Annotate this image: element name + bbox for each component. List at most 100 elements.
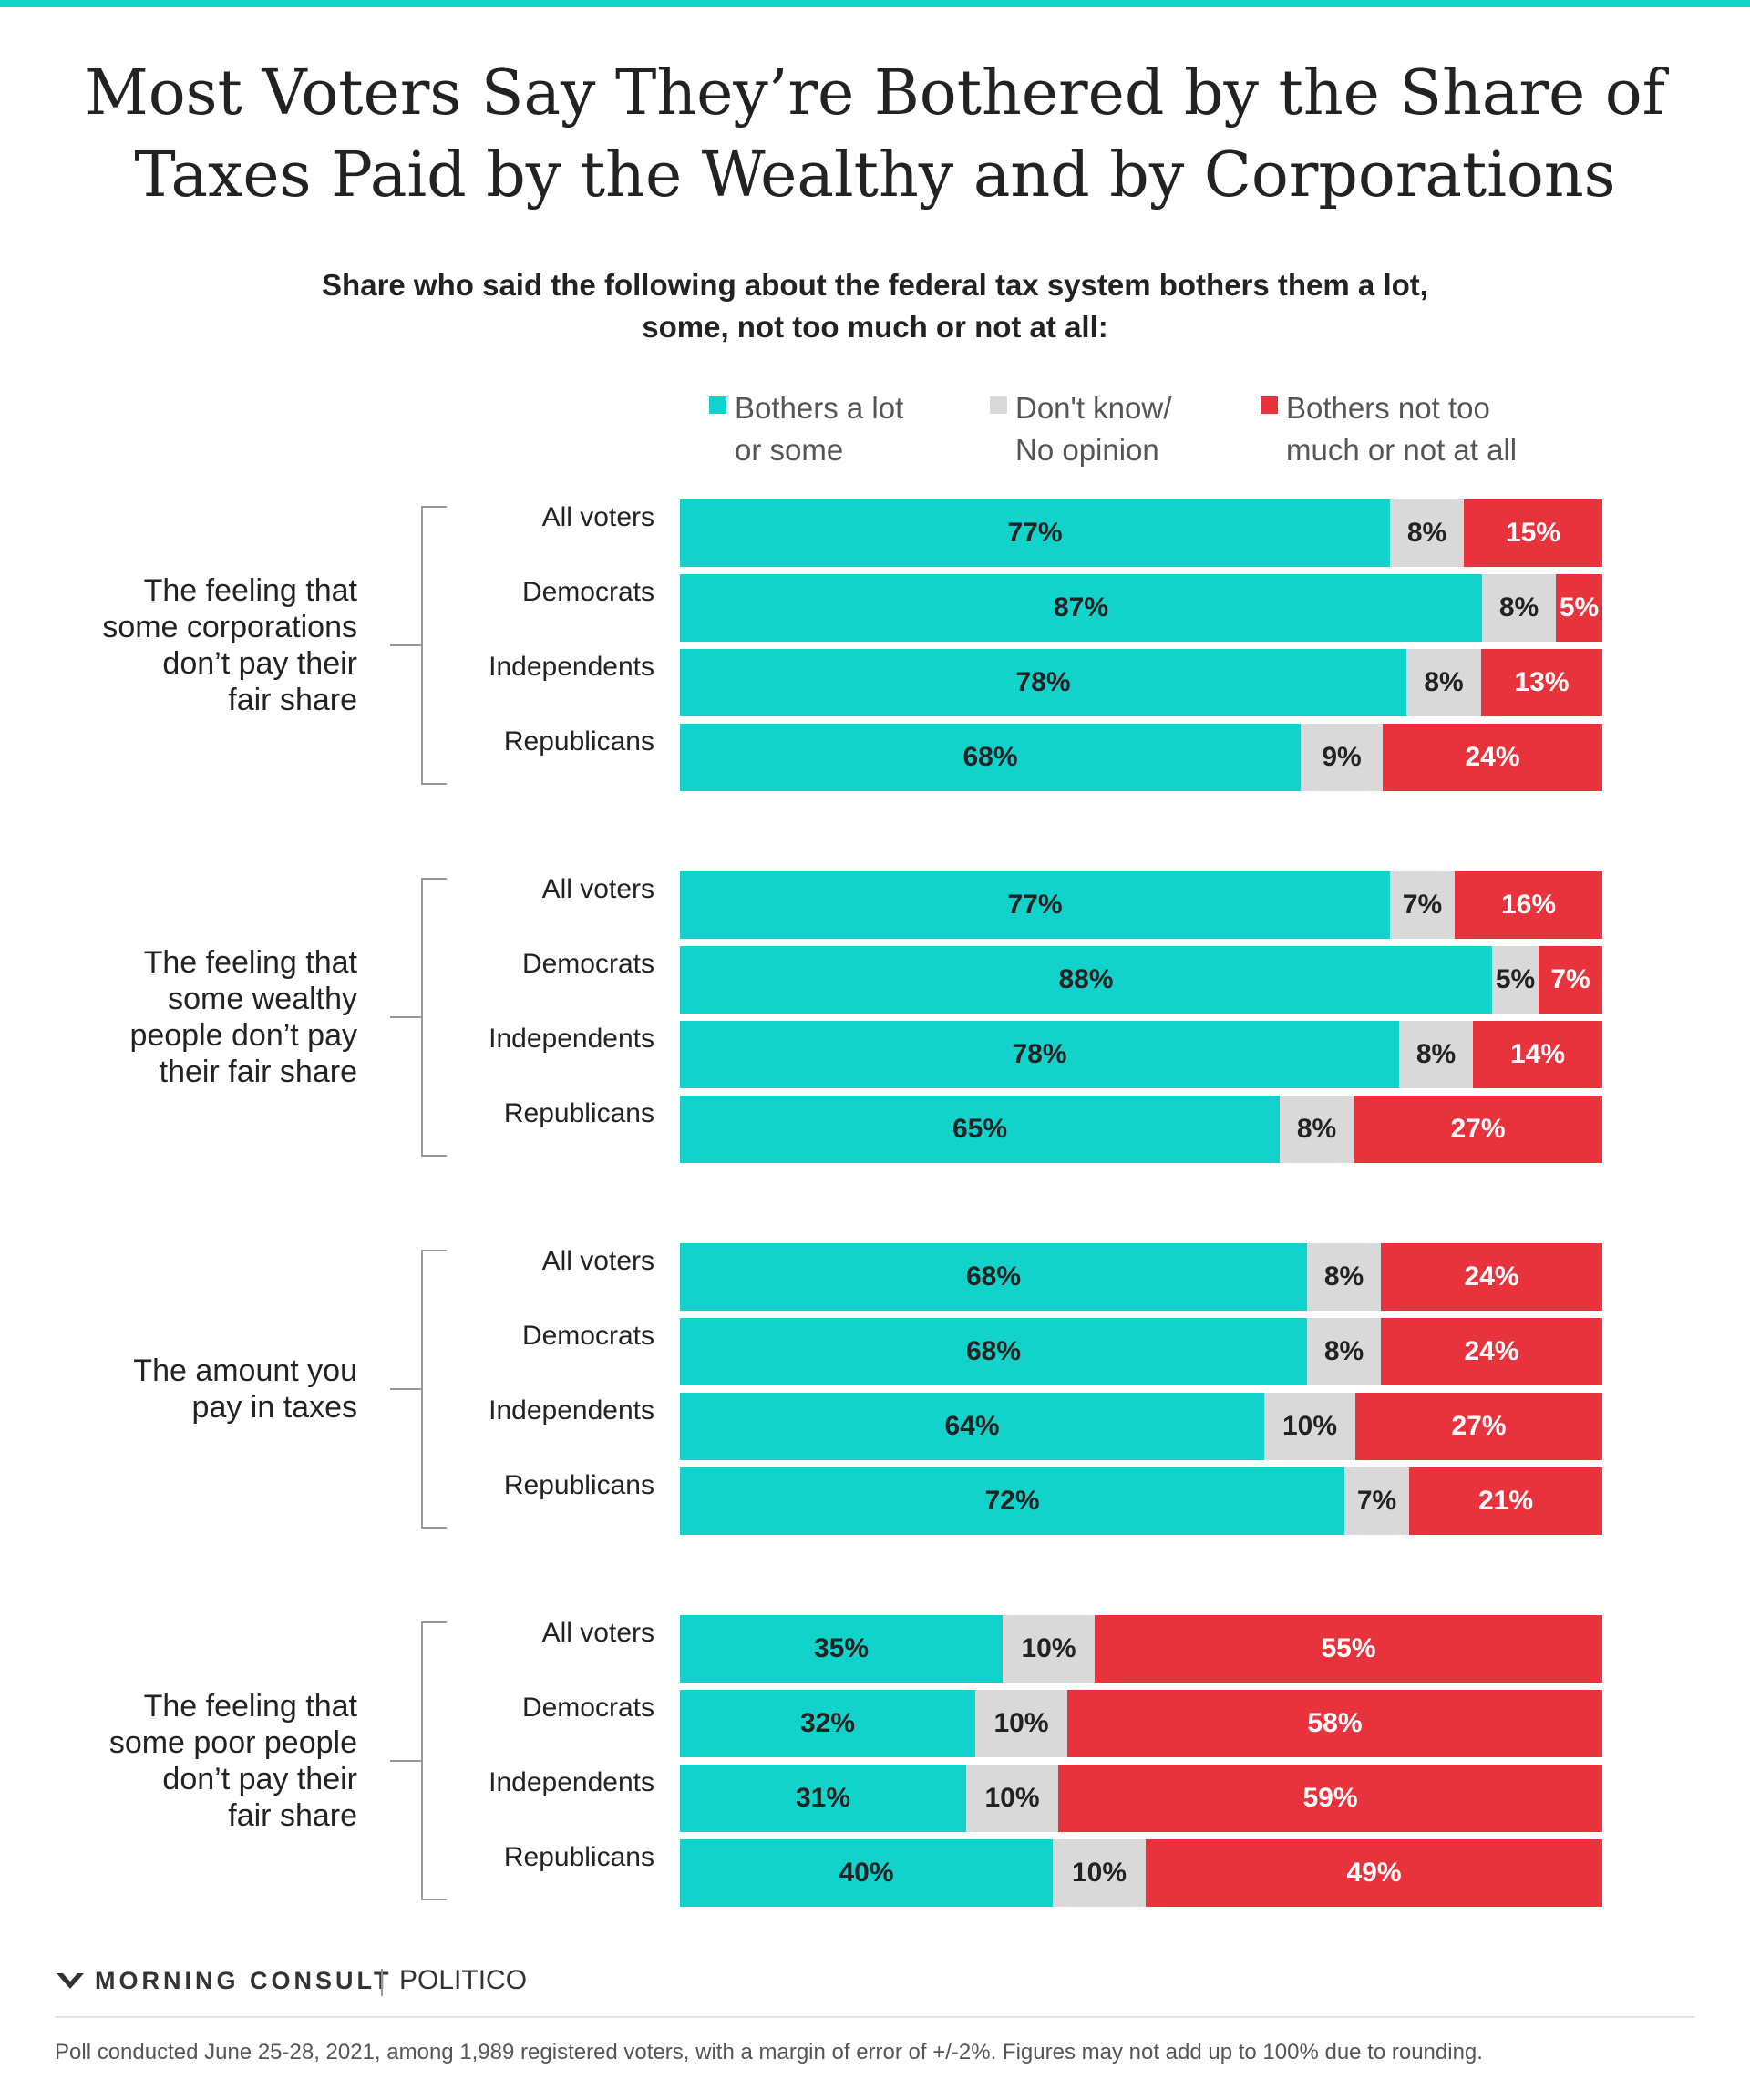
stacked-bar: 64% 10% 27% — [680, 1393, 1602, 1460]
data-label: 58% — [1307, 1708, 1363, 1738]
group-label-line: don’t pay their — [162, 646, 357, 681]
data-label: 64% — [944, 1411, 1000, 1441]
data-label: 68% — [965, 1261, 1022, 1292]
stacked-bar: 68% 9% 24% — [680, 724, 1602, 791]
bracket-line — [421, 783, 447, 785]
bar-segment-dont-know: 10% — [1264, 1393, 1355, 1460]
bar-segment-bothers: 68% — [680, 1318, 1307, 1385]
bracket-line — [421, 506, 447, 508]
group-label: The feeling that some poor people don’t pa… — [36, 1688, 357, 1834]
bracket-line — [390, 1760, 423, 1762]
row-label: All voters — [541, 502, 654, 532]
data-label: 21% — [1477, 1486, 1534, 1516]
bar-segment-bothers: 78% — [680, 649, 1406, 716]
bar-segment-dont-know: 8% — [1307, 1243, 1381, 1311]
bar-segment-dont-know: 10% — [975, 1690, 1067, 1757]
data-label: 24% — [1464, 1336, 1519, 1366]
legend-swatch-not-bothered — [1261, 396, 1278, 414]
row-label: Democrats — [521, 577, 654, 607]
bar-segment-dont-know: 8% — [1390, 499, 1464, 567]
stacked-bar: 68% 8% 24% — [680, 1318, 1602, 1385]
bracket-line — [421, 878, 447, 880]
bar-segment-bothers: 77% — [680, 499, 1390, 567]
data-label: 78% — [1015, 667, 1071, 697]
group-label-line: pay in taxes — [191, 1390, 357, 1425]
data-label: 10% — [1021, 1633, 1076, 1663]
row-label: Democrats — [521, 1693, 654, 1723]
chart-title-line-1: Most Voters Say They’re Bothered by the … — [85, 57, 1665, 129]
legend-label-bothers-line-1: Bothers a lot — [735, 391, 904, 425]
bar-segment-bothers: 40% — [680, 1839, 1053, 1907]
data-label: 8% — [1323, 1336, 1364, 1366]
data-label: 5% — [1559, 592, 1600, 623]
legend-swatch-bothers — [709, 396, 726, 414]
bar-segment-bothers: 35% — [680, 1615, 1003, 1683]
data-label: 27% — [1450, 1114, 1506, 1144]
bar-segment-not-bothered: 13% — [1481, 649, 1602, 716]
bracket-line — [390, 1016, 423, 1018]
bar-segment-not-bothered: 16% — [1455, 871, 1602, 939]
legend-label-dont-know-line-2: No opinion — [1015, 433, 1159, 467]
data-label: 8% — [1406, 518, 1447, 548]
data-label: 49% — [1346, 1858, 1402, 1888]
data-label: 59% — [1302, 1783, 1358, 1813]
data-label: 32% — [799, 1708, 856, 1738]
legend-label-dont-know: Don't know/ No opinion — [1015, 387, 1171, 471]
group-label: The amount you pay in taxes — [36, 1353, 357, 1426]
footnote: Poll conducted June 25-28, 2021, among 1… — [55, 2040, 1483, 2064]
data-label: 10% — [1282, 1411, 1338, 1441]
data-label: 10% — [993, 1708, 1049, 1738]
stacked-bar: 40% 10% 49% — [680, 1839, 1602, 1907]
data-label: 40% — [839, 1858, 894, 1888]
stacked-bar: 88% 5% 7% — [680, 946, 1602, 1014]
data-label: 10% — [984, 1783, 1040, 1813]
bar-segment-bothers: 31% — [680, 1765, 966, 1832]
data-label: 5% — [1495, 964, 1536, 994]
bracket-line — [421, 1621, 447, 1623]
data-label: 88% — [1058, 964, 1114, 994]
bar-segment-not-bothered: 27% — [1354, 1096, 1602, 1163]
group-bracket — [390, 878, 447, 1157]
group-label-line: The feeling that — [143, 573, 357, 608]
bar-segment-not-bothered: 24% — [1383, 724, 1602, 791]
bar-segment-not-bothered: 55% — [1095, 1615, 1602, 1683]
row-label: Republicans — [503, 1470, 654, 1500]
bar-segment-not-bothered: 49% — [1146, 1839, 1602, 1907]
legend-label-dont-know-line-1: Don't know/ — [1015, 391, 1172, 425]
data-label: 31% — [795, 1783, 851, 1813]
data-label: 16% — [1500, 890, 1557, 920]
bracket-line — [390, 1388, 423, 1390]
bar-segment-not-bothered: 58% — [1067, 1690, 1602, 1757]
data-label: 35% — [813, 1633, 870, 1663]
chart-title-line-2: Taxes Paid by the Wealthy and by Corpora… — [134, 139, 1616, 211]
data-label: 8% — [1296, 1114, 1337, 1144]
data-label: 87% — [1053, 592, 1109, 623]
data-label: 15% — [1505, 518, 1561, 548]
stacked-bar: 35% 10% 55% — [680, 1615, 1602, 1683]
top-accent-bar — [0, 0, 1750, 7]
row-label: Republicans — [503, 726, 654, 757]
group-label-line: some poor people — [108, 1725, 357, 1760]
data-label: 8% — [1424, 667, 1464, 697]
data-label: 65% — [952, 1114, 1008, 1144]
row-label: Independents — [489, 652, 654, 682]
row-label: All voters — [541, 1246, 654, 1276]
data-label: 8% — [1415, 1039, 1457, 1069]
data-label: 77% — [1007, 890, 1063, 920]
data-label: 7% — [1356, 1486, 1397, 1516]
bar-segment-bothers: 72% — [680, 1467, 1344, 1535]
bar-segment-dont-know: 7% — [1390, 871, 1455, 939]
data-label: 7% — [1550, 964, 1590, 994]
data-label: 14% — [1509, 1039, 1566, 1069]
bar-segment-bothers: 87% — [680, 574, 1482, 642]
legend-label-bothers: Bothers a lot or some — [735, 387, 903, 471]
group-label-line: fair share — [228, 683, 357, 717]
group-bracket — [390, 506, 447, 785]
morning-consult-wordmark: MORNING CONSULT — [95, 1967, 393, 1994]
legend-label-not-bothered-line-2: much or not at all — [1286, 433, 1518, 467]
data-label: 8% — [1498, 592, 1539, 623]
group-bracket — [390, 1621, 447, 1900]
footer-divider — [55, 2016, 1695, 2018]
data-label: 68% — [965, 1336, 1022, 1366]
bar-segment-bothers: 77% — [680, 871, 1390, 939]
